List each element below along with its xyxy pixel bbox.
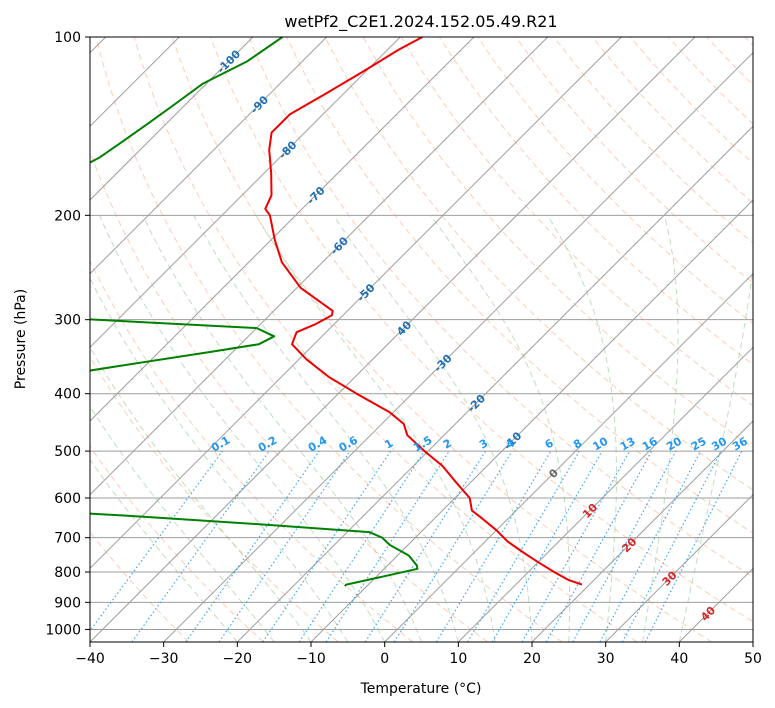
mixing-ratio-line (572, 450, 677, 642)
x-tick-label: 50 (744, 651, 762, 667)
mixing-ratio-line (435, 450, 552, 642)
moist-adiabat-line (193, 215, 459, 642)
moist-adiabat-line (142, 215, 422, 642)
isotherm-line (384, 272, 753, 642)
dry-adiabat-line (133, 37, 638, 642)
moist-adiabat-line (332, 215, 533, 642)
moist-adiabat-line (99, 215, 386, 642)
isotherm-line (310, 199, 753, 642)
x-tick-label: 20 (523, 651, 541, 667)
x-axis-label: Temperature (°C) (360, 681, 482, 697)
isotherm-line (236, 125, 753, 642)
isotherm-line (90, 37, 328, 275)
x-tick-label: 30 (597, 651, 615, 667)
sounding-profiles (90, 37, 583, 587)
dewpoint-line (90, 37, 419, 587)
y-tick-label: 400 (54, 387, 81, 403)
mixing-ratio-line (393, 450, 513, 642)
isotherm-line (90, 37, 254, 201)
temperature-line (264, 37, 583, 586)
mixing-ratio-line (364, 450, 486, 642)
x-tick-label: −30 (149, 651, 179, 667)
y-tick-label: 600 (54, 491, 81, 507)
x-tick-label: 40 (670, 651, 688, 667)
x-axis: −40 −30 −20 −10 0 10 20 30 40 50 (75, 642, 762, 667)
y-axis-label: Pressure (hPa) (13, 289, 29, 389)
y-axis: 100 200 300 400 500 600 700 800 900 1000 (45, 30, 90, 638)
y-tick-label: 700 (54, 531, 81, 547)
mixing-ratio-line (325, 450, 450, 642)
isotherm-line (531, 420, 753, 642)
y-tick-label: 900 (54, 595, 81, 611)
moist-adiabat-line (430, 215, 571, 642)
moist-adiabat-line (642, 215, 679, 642)
mixing-ratio-line (521, 450, 631, 642)
isotherm-line (90, 37, 401, 349)
x-tick-label: −40 (75, 651, 105, 667)
mixing-ratio-line (218, 450, 351, 642)
dry-adiabat-line (324, 37, 753, 491)
moist-adiabat-line (90, 346, 312, 642)
dry-adiabat-line (95, 37, 563, 642)
x-tick-label: −10 (296, 651, 326, 667)
x-tick-label: 10 (449, 651, 467, 667)
isotherm-line (90, 37, 622, 570)
mixing-ratio-line (491, 450, 603, 642)
moist-adiabat-line (547, 215, 617, 642)
isotherm-line (90, 37, 696, 642)
y-tick-label: 800 (54, 565, 81, 581)
dry-adiabat-line (515, 37, 753, 284)
dry-adiabat-line (286, 37, 753, 534)
chart-title: wetPf2_C2E1.2024.152.05.49.R21 (284, 12, 557, 32)
dry-adiabat-line (171, 37, 712, 642)
dry-adiabat-line (90, 445, 264, 642)
isotherm-line (163, 51, 753, 642)
mixing-ratio-line (545, 450, 653, 642)
isotherm-line (90, 37, 549, 496)
dry-adiabat-line (210, 37, 753, 623)
y-tick-label: 1000 (45, 622, 81, 638)
plot-frame (89, 36, 754, 643)
moist-adiabat-line (90, 405, 275, 642)
y-tick-label: 300 (54, 313, 81, 329)
moist-adiabat-line (678, 264, 753, 642)
isotherm-line (605, 493, 753, 642)
plot-area (90, 37, 753, 642)
x-tick-label: −20 (223, 651, 253, 667)
isotherm-line (90, 37, 475, 422)
dry-adiabat-line (90, 356, 339, 642)
y-tick-label: 100 (54, 30, 81, 46)
dry-adiabat-line (248, 37, 753, 578)
isotherm-line (457, 346, 753, 642)
background-lines (90, 37, 753, 642)
mixing-ratio-line (466, 450, 580, 642)
dry-adiabat-line (90, 259, 414, 642)
x-tick-label: 0 (380, 651, 389, 667)
mixing-ratio-line (185, 450, 320, 642)
y-tick-label: 200 (54, 208, 81, 224)
y-tick-label: 500 (54, 444, 81, 460)
moist-adiabat-line (90, 458, 238, 642)
